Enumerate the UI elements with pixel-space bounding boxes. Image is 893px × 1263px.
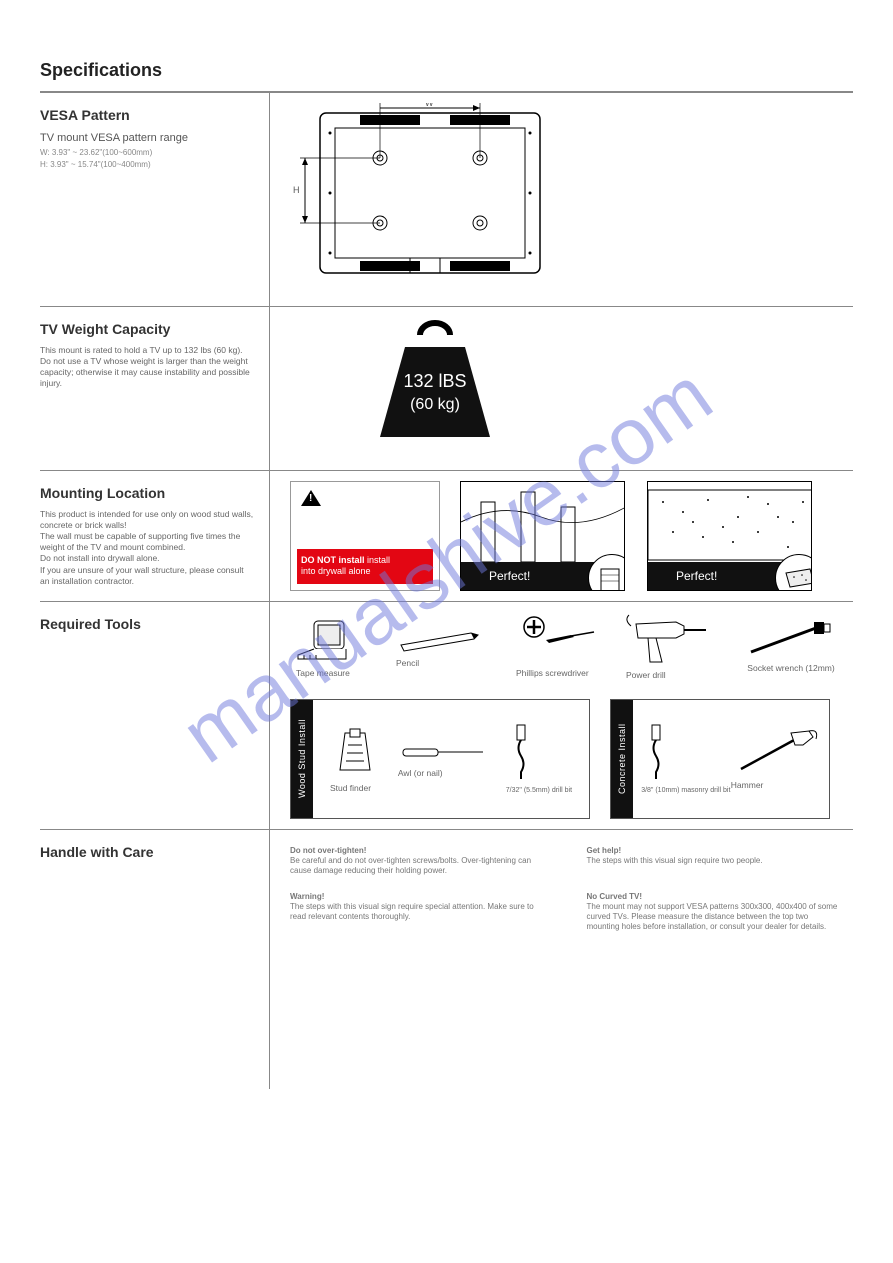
socket-wrench-icon [746, 620, 836, 660]
wood-bit-label: 7/32" (5.5mm) drill bit [506, 786, 572, 795]
care-b4: The mount may not support VESA patterns … [587, 902, 838, 931]
concrete-bit-label: 3/8" (10mm) masonry drill bit [641, 786, 730, 795]
care-t3: Warning! [290, 892, 324, 901]
care-b3: The steps with this visual sign require … [290, 902, 534, 921]
page-title: Specifications [40, 60, 853, 81]
tool-panels: Wood Stud Install Stud finder [290, 699, 843, 819]
hammer-label: Hammer [731, 780, 821, 791]
wood-install-panel: Wood Stud Install Stud finder [290, 699, 590, 819]
donot-rest: install [367, 555, 390, 565]
care-col-4: No Curved TV! The mount may not support … [587, 892, 844, 932]
vesa-h-label: H [293, 185, 300, 195]
drill-icon [626, 612, 716, 667]
wood-drill-bit-icon [506, 723, 536, 783]
kettlebell-icon: 132 lBS (60 kg) [350, 317, 520, 457]
concrete-install-panel: Concrete Install 3/8" (10mm) masonry dri… [610, 699, 830, 819]
wood-panel-body: Stud finder Awl (or nail) [313, 700, 589, 818]
weight-para: This mount is rated to hold a TV up to 1… [40, 345, 255, 389]
concrete-box: Perfect! [647, 481, 812, 591]
tape-measure-icon [296, 615, 366, 665]
care-b2: The steps with this visual sign require … [587, 856, 763, 865]
weight-right: 132 lBS (60 kg) [270, 307, 853, 470]
vesa-range-w: W: 3.93" ~ 23.62"(100~600mm) [40, 147, 255, 159]
pencil-icon [396, 625, 486, 655]
warning-triangle-icon [301, 490, 321, 506]
wood-stud-box: Perfect! [460, 481, 625, 591]
weight-lbs: 132 lBS [403, 371, 466, 391]
care-t2: Get help! [587, 846, 622, 855]
wood-install-side-label: Wood Stud Install [291, 700, 313, 818]
tool-icons-row: Tape measure Pencil Phillips [290, 612, 843, 681]
awl-icon [398, 740, 488, 765]
vesa-line1: TV mount VESA pattern range [40, 131, 255, 147]
concrete-install-side-label: Concrete Install [611, 700, 633, 818]
tools-heading: Required Tools [40, 614, 255, 634]
vesa-w-label: W [425, 103, 434, 108]
care-col-2: Get help! The steps with this visual sig… [587, 846, 844, 876]
warn-red-label: DO NOT install install into drywall alon… [297, 549, 433, 584]
wood-stud-illustration [461, 482, 625, 564]
vesa-right: W H [270, 93, 853, 306]
stud-finder-icon [330, 725, 380, 780]
care-right: Do not over-tighten! Be careful and do n… [270, 830, 853, 1089]
row-tools: Required Tools Tape measure Pencil [40, 601, 853, 829]
concrete-panel-body: 3/8" (10mm) masonry drill bit Hammer [633, 700, 829, 818]
mounting-heading: Mounting Location [40, 483, 255, 503]
donot-bold: DO NOT install [301, 555, 365, 565]
care-t1: Do not over-tighten! [290, 846, 366, 855]
tools-right: Tape measure Pencil Phillips [270, 602, 853, 829]
drill-item: Power drill [626, 612, 716, 681]
stud-finder-label: Stud finder [330, 783, 380, 794]
concrete-sample-circle [775, 554, 812, 591]
wood-sample-circle [588, 554, 625, 591]
hammer-item: Hammer [731, 727, 821, 791]
row-care: Handle with Care Do not over-tighten! Be… [40, 829, 853, 1089]
care-left: Handle with Care [40, 830, 270, 1089]
drill-label: Power drill [626, 670, 716, 681]
mounting-p2: The wall must be capable of supporting f… [40, 531, 255, 553]
weight-left: TV Weight Capacity This mount is rated t… [40, 307, 270, 470]
row-mounting: Mounting Location This product is intend… [40, 470, 853, 601]
mounting-p4: If you are unsure of your wall structure… [40, 565, 255, 587]
phillips-item: Phillips screwdriver [516, 615, 596, 679]
warn-drywall-box: DO NOT install install into drywall alon… [290, 481, 440, 591]
care-t4: No Curved TV! [587, 892, 643, 901]
care-col-3: Warning! The steps with this visual sign… [290, 892, 547, 932]
awl-label: Awl (or nail) [398, 768, 488, 779]
care-notes-row1: Do not over-tighten! Be careful and do n… [290, 846, 843, 876]
hammer-icon [731, 727, 821, 777]
stud-finder-item: Stud finder [330, 725, 380, 794]
care-notes-row2: Warning! The steps with this visual sign… [290, 892, 843, 932]
pencil-item: Pencil [396, 625, 486, 669]
weight-kg: (60 kg) [410, 396, 460, 413]
vesa-left: VESA Pattern TV mount VESA pattern range… [40, 93, 270, 306]
wood-bit-item: 7/32" (5.5mm) drill bit [506, 723, 572, 795]
tape-label: Tape measure [296, 668, 366, 679]
donot-line2: into drywall alone [301, 566, 371, 576]
row-weight: TV Weight Capacity This mount is rated t… [40, 306, 853, 470]
care-col-1: Do not over-tighten! Be careful and do n… [290, 846, 547, 876]
pencil-label: Pencil [396, 658, 486, 669]
row-vesa: VESA Pattern TV mount VESA pattern range… [40, 92, 853, 306]
care-b1: Be careful and do not over-tighten screw… [290, 856, 531, 875]
mounting-left: Mounting Location This product is intend… [40, 471, 270, 601]
concrete-bit-item: 3/8" (10mm) masonry drill bit [641, 723, 730, 795]
mounting-p1: This product is intended for use only on… [40, 509, 255, 531]
vesa-diagram: W H [290, 103, 570, 293]
tools-left: Required Tools [40, 602, 270, 829]
tape-measure-item: Tape measure [296, 615, 366, 679]
care-heading: Handle with Care [40, 842, 255, 862]
vesa-heading: VESA Pattern [40, 105, 255, 125]
awl-item: Awl (or nail) [398, 740, 488, 779]
mounting-p3: Do not install into drywall alone. [40, 553, 255, 564]
phillips-label: Phillips screwdriver [516, 668, 596, 679]
mounting-right: DO NOT install install into drywall alon… [270, 471, 853, 601]
vesa-range-h: H: 3.93" ~ 15.74"(100~400mm) [40, 159, 255, 171]
phillips-icon [516, 615, 596, 665]
socket-label: Socket wrench (12mm) [746, 663, 836, 674]
masonry-bit-icon [641, 723, 671, 783]
weight-heading: TV Weight Capacity [40, 319, 255, 339]
concrete-illustration [648, 482, 812, 564]
socket-item: Socket wrench (12mm) [746, 620, 836, 674]
